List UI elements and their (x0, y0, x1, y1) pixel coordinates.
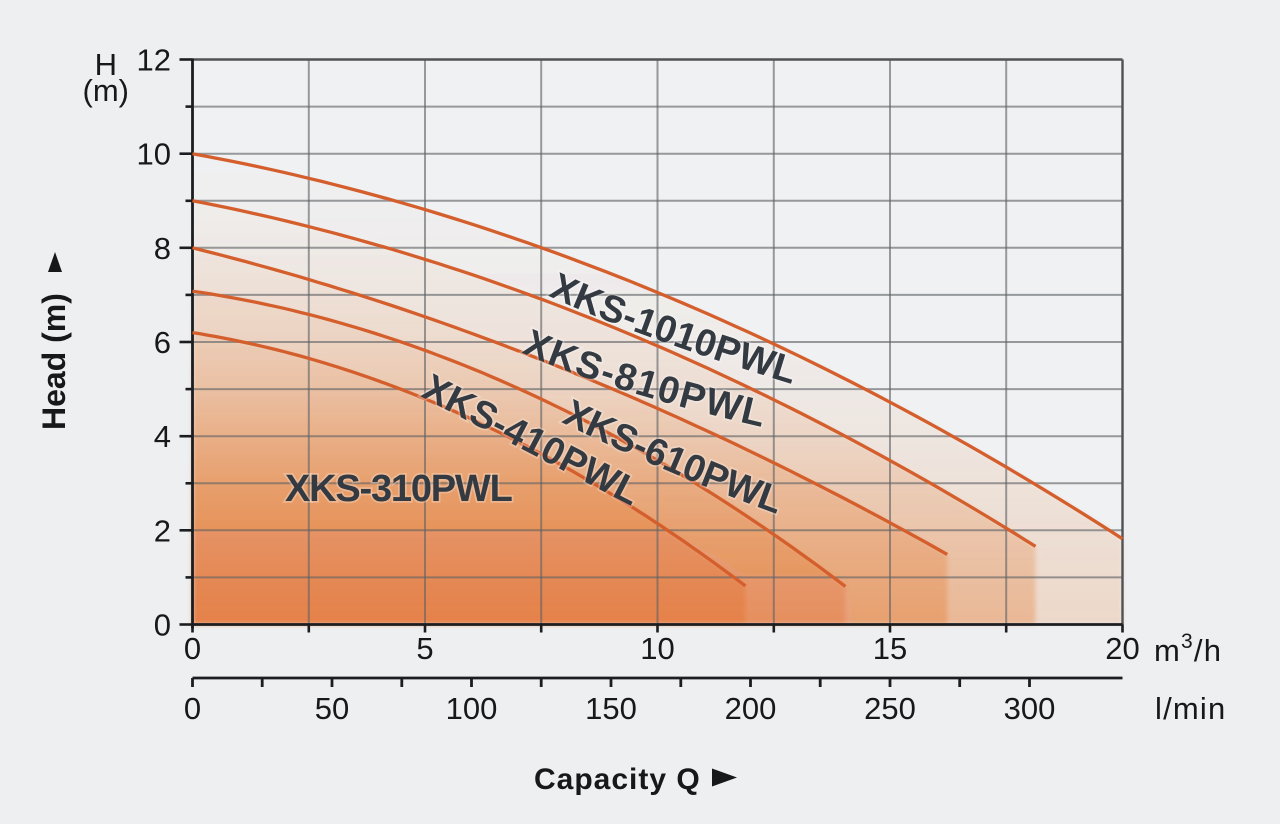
svg-text:8: 8 (154, 231, 171, 266)
svg-text:Head (m): Head (m) (36, 293, 72, 430)
svg-text:H: H (95, 47, 117, 82)
svg-text:0: 0 (184, 691, 201, 726)
svg-text:l/min: l/min (1155, 691, 1226, 726)
svg-text:(m): (m) (83, 73, 129, 108)
svg-text:150: 150 (585, 691, 637, 726)
svg-text:4: 4 (154, 419, 171, 454)
svg-text:5: 5 (416, 631, 433, 666)
svg-text:10: 10 (640, 631, 674, 666)
svg-text:Capacity Q: Capacity Q (534, 763, 701, 796)
svg-text:XKS-310PWL: XKS-310PWL (285, 468, 513, 510)
svg-text:300: 300 (1004, 691, 1056, 726)
svg-text:250: 250 (864, 691, 916, 726)
svg-text:20: 20 (1105, 631, 1139, 666)
svg-text:10: 10 (137, 137, 171, 172)
svg-text:2: 2 (154, 513, 171, 548)
svg-text:0: 0 (184, 631, 201, 666)
svg-text:200: 200 (725, 691, 777, 726)
svg-text:6: 6 (154, 325, 171, 360)
svg-text:12: 12 (137, 43, 171, 78)
svg-text:50: 50 (315, 691, 349, 726)
svg-text:0: 0 (154, 608, 171, 643)
svg-text:100: 100 (446, 691, 498, 726)
svg-text:m3/h: m3/h (1154, 630, 1222, 668)
svg-text:15: 15 (873, 631, 907, 666)
